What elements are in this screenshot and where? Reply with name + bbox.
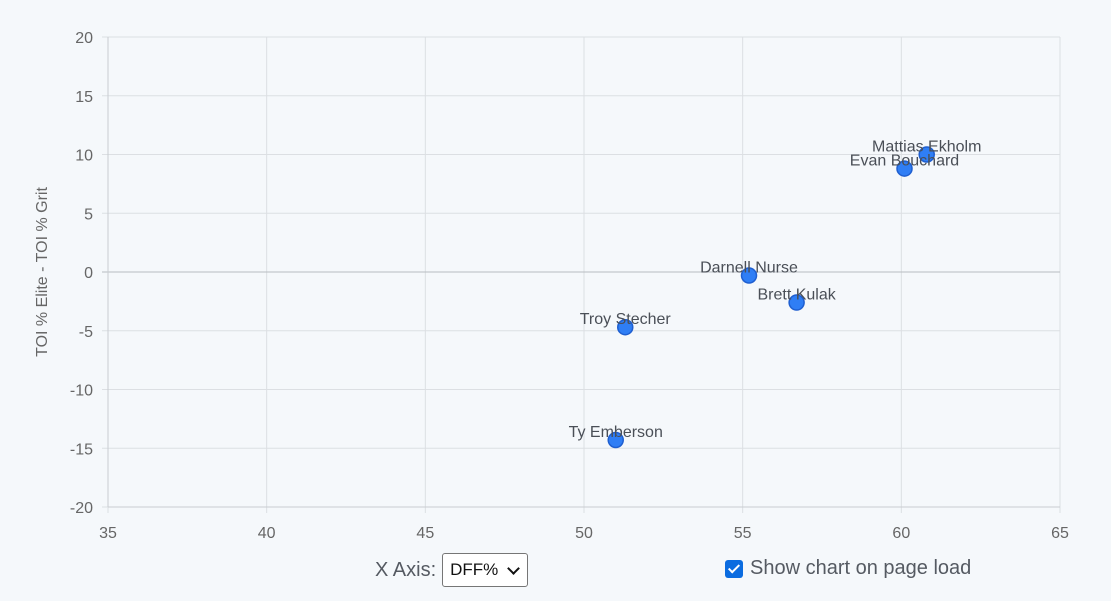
y-tick-label: 10 [75, 148, 93, 165]
show-chart-control: Show chart on page load [725, 557, 971, 580]
y-tick-label: -5 [79, 324, 93, 341]
chart-controls: X Axis: DFF% Show chart on page load [0, 552, 1111, 592]
chevron-down-icon [507, 562, 521, 575]
y-tick-label: 20 [75, 30, 93, 47]
point-label: Brett Kulak [757, 287, 836, 304]
y-tick-label: 15 [75, 89, 93, 106]
x-tick-label: 45 [416, 525, 434, 542]
x-tick-label: 55 [734, 525, 752, 542]
y-tick-label: 5 [84, 206, 93, 223]
x-tick-label: 40 [258, 525, 276, 542]
data-point [896, 160, 913, 177]
y-axis-title: TOI % Elite - TOI % Grit [34, 187, 51, 357]
data-point [918, 146, 935, 163]
data-point [788, 294, 805, 311]
data-point [607, 431, 624, 449]
y-tick-label: -15 [70, 441, 93, 458]
show-chart-label: Show chart on page load [750, 557, 972, 579]
y-tick-label: 0 [84, 265, 93, 282]
x-axis-control: X Axis: DFF% [375, 553, 529, 587]
y-tick-label: -10 [70, 383, 93, 400]
data-point [740, 267, 758, 284]
show-chart-checkbox[interactable] [725, 559, 743, 578]
point-label: Evan Bouchard [850, 153, 959, 170]
point-label: Ty Emberson [569, 424, 663, 441]
x-axis-select[interactable]: DFF% [442, 553, 529, 587]
x-tick-label: 35 [99, 525, 117, 542]
x-tick-label: 50 [575, 525, 593, 542]
x-tick-label: 60 [892, 525, 910, 542]
x-axis-label: X Axis: [375, 558, 437, 581]
data-point [617, 318, 634, 336]
point-label: Troy Stecher [580, 311, 672, 328]
x-axis-select-value: DFF% [450, 560, 499, 579]
point-label: Mattias Ekholm [872, 139, 981, 156]
y-tick-label: -20 [70, 500, 93, 517]
x-tick-label: 65 [1051, 525, 1069, 542]
point-label: Darnell Nurse [700, 260, 798, 277]
